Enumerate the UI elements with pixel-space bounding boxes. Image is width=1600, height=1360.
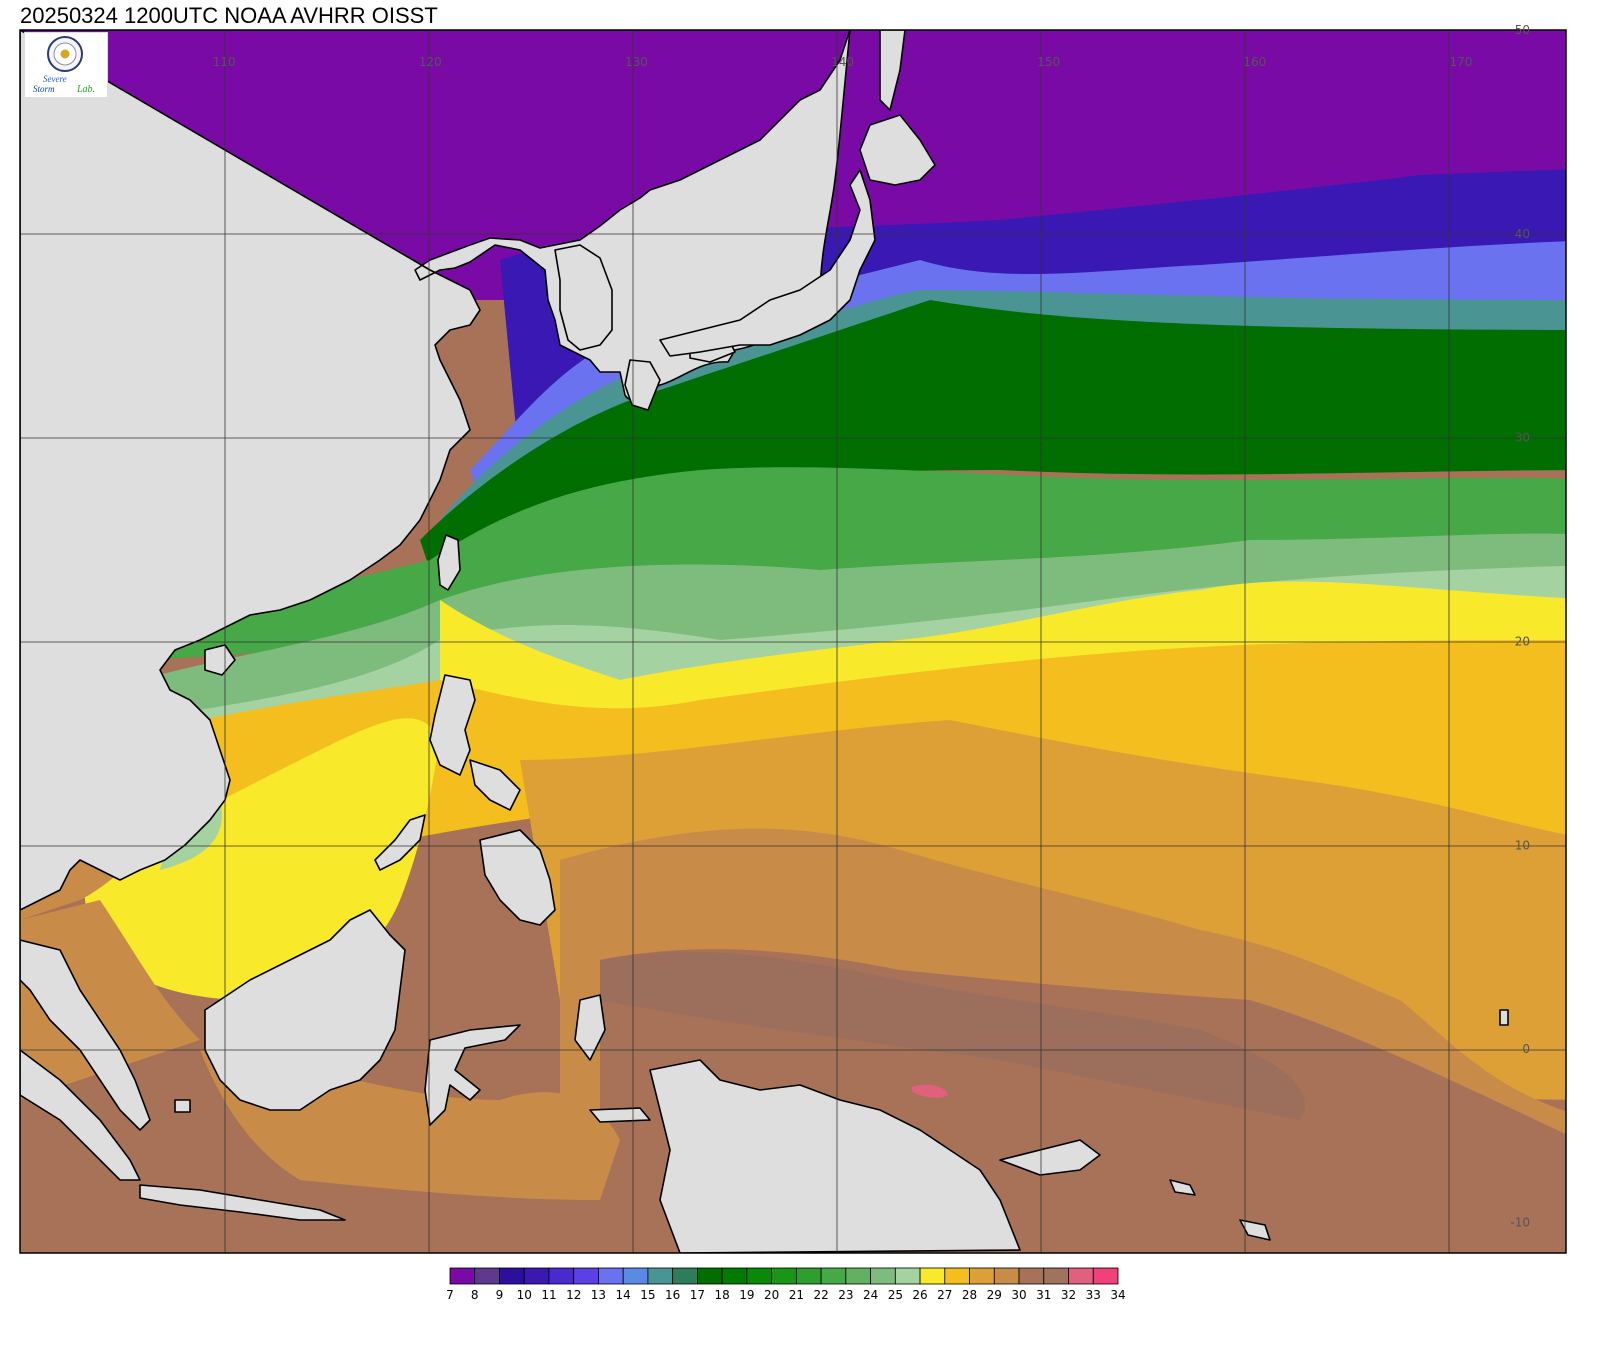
colorbar-label: 34 <box>1110 1288 1125 1302</box>
colorbar-label: 30 <box>1011 1288 1026 1302</box>
colorbar-label: 31 <box>1036 1288 1051 1302</box>
colorbar-swatch <box>721 1267 748 1285</box>
latitude-labels: 50 40 30 20 10 0 -10 <box>1510 23 1530 1229</box>
lon-label: 160 <box>1243 55 1266 69</box>
lat-label: -10 <box>1510 1215 1530 1229</box>
colorbar-label: 12 <box>566 1288 581 1302</box>
map-title: 20250324 1200UTC NOAA AVHRR OISST <box>20 3 438 28</box>
colorbar-label: 8 <box>471 1288 479 1302</box>
colorbar-swatch <box>894 1267 921 1285</box>
colorbar-swatch <box>795 1267 822 1285</box>
colorbar-label: 32 <box>1061 1288 1076 1302</box>
colorbar-label: 18 <box>715 1288 730 1302</box>
colorbar-swatch <box>820 1267 847 1285</box>
longitude-labels: 110 120 130 140 150 160 170 <box>213 55 1473 69</box>
colorbar-swatch <box>598 1267 624 1285</box>
lat-label: 50 <box>1515 23 1530 37</box>
logo: Severe Storm Lab. <box>24 32 108 98</box>
colorbar-label: 10 <box>517 1288 532 1302</box>
colorbar-label: 15 <box>640 1288 655 1302</box>
colorbar-swatch <box>449 1267 476 1285</box>
colorbar-label: 25 <box>888 1288 903 1302</box>
lat-label: 30 <box>1515 431 1530 445</box>
colorbar-swatch <box>573 1267 599 1285</box>
colorbar-swatch <box>870 1267 896 1285</box>
colorbar-label: 13 <box>591 1288 606 1302</box>
colorbar-label: 22 <box>813 1288 828 1302</box>
colorbar-swatch <box>697 1267 723 1285</box>
colorbar-swatch <box>1018 1267 1045 1285</box>
severe-storm-lab-seal-icon <box>47 36 83 72</box>
colorbar-label: 23 <box>838 1288 853 1302</box>
lat-label: 0 <box>1522 1042 1530 1056</box>
colorbar-label: 16 <box>665 1288 680 1302</box>
colorbar-swatch <box>499 1267 525 1285</box>
colorbar-swatch <box>969 1267 995 1285</box>
colorbar-swatch <box>647 1267 674 1285</box>
lat-label: 20 <box>1515 635 1530 649</box>
colorbar-label: 33 <box>1086 1288 1101 1302</box>
lat-label: 10 <box>1515 838 1530 852</box>
colorbar-label: 19 <box>739 1288 754 1302</box>
colorbar-label: 11 <box>541 1288 556 1302</box>
colorbar-swatch <box>1092 1267 1119 1285</box>
colorbar-swatch <box>771 1267 797 1285</box>
logo-line2: Storm <box>33 84 55 94</box>
colorbar-label: 29 <box>987 1288 1002 1302</box>
colorbar-swatch <box>1068 1267 1094 1285</box>
colorbar-swatch <box>548 1267 575 1285</box>
lat-label: 40 <box>1515 227 1530 241</box>
colorbar-swatch <box>523 1267 550 1285</box>
colorbar-label: 9 <box>496 1288 504 1302</box>
lon-label: 120 <box>419 55 442 69</box>
colorbar-label: 21 <box>789 1288 804 1302</box>
colorbar-label: 20 <box>764 1288 779 1302</box>
colorbar-label: 17 <box>690 1288 705 1302</box>
lon-label: 130 <box>625 55 648 69</box>
colorbar-label: 26 <box>912 1288 927 1302</box>
logo-line3: Lab. <box>76 84 95 95</box>
land-masses <box>20 30 1509 1253</box>
colorbar-label: 28 <box>962 1288 977 1302</box>
colorbar-swatch <box>944 1267 970 1285</box>
lon-label: 150 <box>1037 55 1060 69</box>
colorbar-label: 24 <box>863 1288 878 1302</box>
logo-line1: Severe <box>43 74 67 84</box>
colorbar-swatch <box>993 1267 1020 1285</box>
colorbar-swatch <box>622 1267 649 1285</box>
colorbar-label: 14 <box>616 1288 631 1302</box>
colorbar-swatch <box>845 1267 871 1285</box>
map-frame <box>19 29 1567 1254</box>
colorbar-swatch <box>672 1267 698 1285</box>
lon-label: 110 <box>213 55 236 69</box>
colorbar-label: 7 <box>446 1288 454 1302</box>
colorbar-swatch <box>1043 1267 1069 1285</box>
colorbar-swatch <box>474 1267 500 1285</box>
colorbar: 7 8 9 10 11 12 13 14 15 16 17 18 19 20 21 22 23 24 25 26 27 2… <box>446 1267 1126 1302</box>
colorbar-swatch <box>919 1267 946 1285</box>
lon-label: 140 <box>831 55 854 69</box>
colorbar-label: 27 <box>937 1288 952 1302</box>
lon-label: 170 <box>1449 55 1472 69</box>
lat-lon-grid <box>20 30 1566 1253</box>
colorbar-swatch <box>746 1267 773 1285</box>
